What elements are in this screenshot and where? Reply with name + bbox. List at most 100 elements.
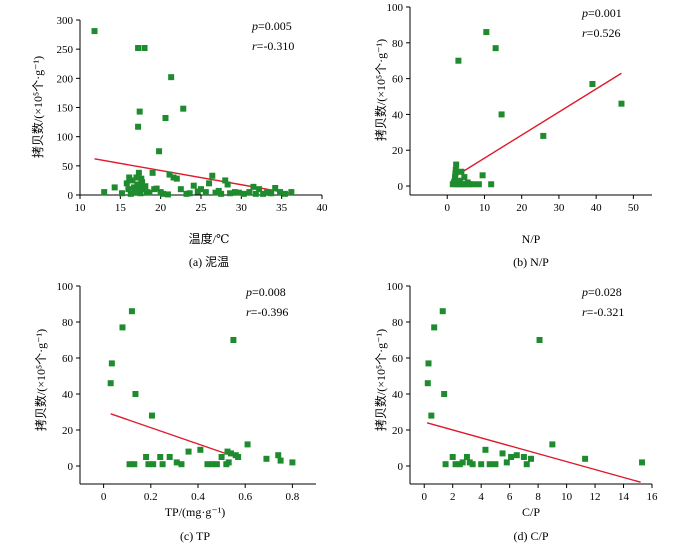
data-point bbox=[162, 115, 169, 121]
data-point bbox=[129, 177, 136, 184]
panel-caption: (d) C/P bbox=[513, 529, 548, 543]
y-tick-label: 50 bbox=[62, 161, 74, 173]
data-point bbox=[441, 391, 448, 397]
data-point bbox=[455, 57, 462, 64]
y-tick-label: 20 bbox=[62, 425, 74, 437]
data-point bbox=[177, 186, 184, 193]
data-point bbox=[452, 461, 459, 468]
data-point bbox=[589, 80, 596, 87]
data-point bbox=[486, 461, 493, 468]
data-point bbox=[173, 175, 180, 182]
x-tick-label: 0.4 bbox=[191, 491, 205, 503]
regression-line bbox=[453, 72, 622, 178]
data-point bbox=[244, 441, 251, 448]
x-tick-label: 10 bbox=[561, 491, 573, 503]
regression-line bbox=[426, 422, 641, 483]
data-point bbox=[453, 161, 460, 168]
data-point bbox=[277, 189, 284, 196]
data-point bbox=[288, 189, 295, 196]
r-value-label: r=-0.310 bbox=[252, 39, 294, 53]
data-point bbox=[227, 190, 234, 197]
data-point bbox=[452, 166, 459, 173]
x-tick-label: 0 bbox=[101, 491, 107, 503]
data-point bbox=[209, 172, 216, 179]
data-point bbox=[153, 185, 160, 192]
r-value-label: r=-0.321 bbox=[582, 305, 624, 319]
data-point bbox=[213, 461, 220, 468]
r-value-label: r=-0.396 bbox=[246, 305, 288, 319]
data-point bbox=[442, 461, 449, 468]
data-point bbox=[277, 457, 284, 464]
data-point bbox=[185, 448, 192, 455]
data-point bbox=[540, 132, 547, 139]
data-point bbox=[224, 448, 231, 455]
y-tick-label: 150 bbox=[57, 103, 74, 115]
data-point bbox=[513, 452, 520, 459]
y-tick-label: 200 bbox=[57, 73, 74, 85]
x-axis-label: TP/(mg·g⁻¹) bbox=[165, 505, 226, 519]
data-point bbox=[170, 174, 177, 181]
p-value-label: p=0.028 bbox=[581, 285, 622, 299]
data-point bbox=[459, 459, 466, 466]
x-tick-label: 0 bbox=[421, 491, 427, 503]
panel-d-c-p: 0 2 4 6 8 10 12 14 16 0 20 40 60 80 100 p=0.028 r=-0.321… bbox=[373, 281, 658, 543]
regression-line bbox=[110, 413, 236, 458]
data-point bbox=[260, 190, 267, 197]
data-point bbox=[168, 74, 175, 81]
x-tick-label: 0.2 bbox=[144, 491, 158, 503]
data-point bbox=[492, 45, 499, 52]
data-point bbox=[127, 190, 134, 197]
data-point bbox=[135, 169, 142, 176]
data-point bbox=[483, 29, 490, 36]
x-tick-label: 0.6 bbox=[238, 491, 252, 503]
data-point bbox=[424, 380, 431, 387]
x-tick-label: 2 bbox=[450, 491, 456, 503]
panel-c-tp: 0 0.2 0.4 0.6 0.8 0 20 40 60 80 100 p=0.008 r=-0.396… bbox=[33, 281, 316, 543]
data-point bbox=[498, 111, 505, 118]
x-tick-label: 20 bbox=[155, 202, 167, 214]
y-tick-label: 60 bbox=[62, 353, 74, 365]
data-point bbox=[281, 190, 288, 197]
x-tick-label: 10 bbox=[75, 202, 87, 214]
x-tick-label: 16 bbox=[647, 491, 659, 503]
y-tick-label: 0 bbox=[68, 190, 74, 202]
data-point bbox=[458, 168, 465, 175]
y-tick-label: 40 bbox=[392, 389, 404, 401]
y-tick-label: 250 bbox=[57, 44, 74, 56]
data-point bbox=[639, 459, 646, 466]
data-point bbox=[431, 324, 438, 331]
data-point bbox=[135, 45, 142, 51]
data-point bbox=[275, 452, 282, 459]
y-tick-label: 20 bbox=[392, 425, 404, 437]
data-point bbox=[235, 454, 242, 460]
data-point bbox=[160, 190, 167, 197]
data-point bbox=[250, 183, 257, 190]
x-tick-label: 25 bbox=[196, 202, 208, 214]
data-point bbox=[183, 190, 190, 197]
data-point bbox=[91, 28, 98, 35]
data-point bbox=[146, 189, 153, 196]
data-point bbox=[164, 191, 171, 198]
y-tick-label: 100 bbox=[387, 2, 404, 14]
data-point bbox=[457, 177, 464, 184]
y-tick-label: 100 bbox=[57, 281, 74, 293]
data-point bbox=[268, 190, 275, 197]
data-point bbox=[235, 189, 242, 196]
data-point bbox=[166, 171, 173, 178]
data-point bbox=[134, 181, 141, 188]
data-point bbox=[212, 189, 219, 196]
x-tick-label: 10 bbox=[479, 202, 491, 214]
data-point bbox=[503, 459, 510, 466]
data-point bbox=[133, 174, 140, 181]
x-tick-label: 15 bbox=[115, 202, 127, 214]
x-tick-label: 0.8 bbox=[286, 491, 300, 503]
p-value-label: p=0.008 bbox=[245, 285, 286, 299]
data-point bbox=[536, 337, 543, 343]
x-tick-label: 14 bbox=[618, 491, 630, 503]
data-point bbox=[263, 455, 270, 462]
data-point bbox=[136, 185, 143, 191]
y-tick-label: 0 bbox=[398, 181, 404, 193]
data-point bbox=[461, 174, 468, 181]
data-point bbox=[246, 189, 253, 196]
data-point bbox=[240, 190, 247, 197]
